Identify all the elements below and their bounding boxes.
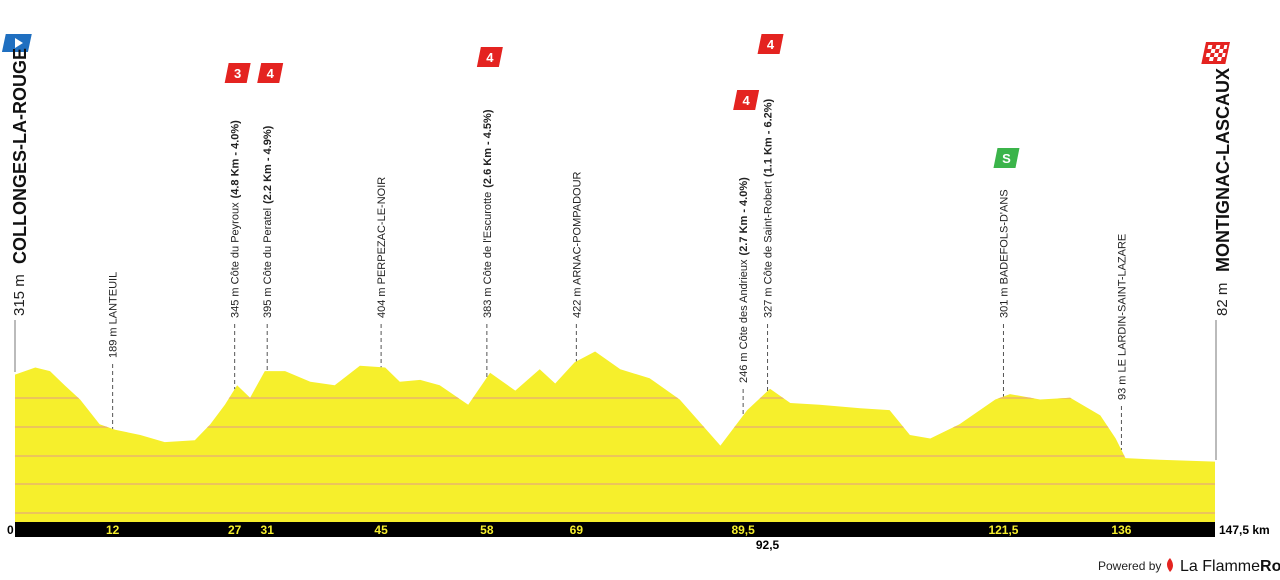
waypoint-name: 383 m Côte de l'Escurotte [482,192,494,318]
waypoint-label: 327 m Côte de Saint-Robert (1.1 Km - 6.2%… [763,98,775,318]
km-label: 69 [570,523,584,537]
km-label: 136 [1111,523,1131,537]
brand-logo [1167,558,1173,572]
km-label: 121,5 [988,523,1018,537]
km-label: 27 [228,523,242,537]
waypoint-name: 395 m Côte du Peratel [262,208,274,318]
start-elevation: 315 m [11,274,28,316]
badge [993,148,1020,168]
finish-flag [1201,42,1230,64]
waypoint-name: 404 m PERPEZAC-LE-NOIR [376,177,388,318]
km-label: 92,5 [756,538,780,552]
waypoint-label: 93 m LE LARDIN-SAINT-LAZARE [1116,234,1128,400]
waypoint-name: 345 m Côte du Peyroux [230,202,242,318]
waypoint-name: 189 m LANTEUIL [108,272,120,358]
km-label: 58 [480,523,494,537]
waypoint-name: 422 m ARNAC-POMPADOUR [571,171,583,318]
badge [224,63,251,83]
badge-label: S [1002,151,1011,166]
badge [733,90,760,110]
km-label: 12 [106,523,120,537]
km-bar [15,522,1215,537]
waypoint-label: 383 m Côte de l'Escurotte (2.6 Km - 4.5%) [482,109,494,318]
waypoint-label: 301 m BADEFOLS-D'ANS [998,189,1010,318]
badge-label: 4 [267,66,275,81]
km-label: 147,5 km [1219,523,1270,537]
waypoint-label: 395 m Côte du Peratel (2.2 Km - 4.9%) [262,125,274,318]
powered-by: Powered by [1098,559,1161,573]
waypoint-label: 189 m LANTEUIL [108,272,120,358]
waypoint-name: 327 m Côte de Saint-Robert [763,181,775,318]
start-flag-icon [15,38,23,48]
climb-detail: (4.8 Km - 4.0%) [230,120,242,199]
waypoint-label: 422 m ARNAC-POMPADOUR [571,171,583,318]
waypoint-label: 404 m PERPEZAC-LE-NOIR [376,177,388,318]
badge-label: 4 [743,93,751,108]
badge [476,47,503,67]
start-name: COLLONGES-LA-ROUGE [10,48,30,264]
waypoint-name: 246 m Côte des Andrieux [738,259,750,383]
climb-detail: (2.2 Km - 4.9%) [262,125,274,204]
waypoint-label: 345 m Côte du Peyroux (4.8 Km - 4.0%) [230,120,242,318]
waypoint-name: 301 m BADEFOLS-D'ANS [998,189,1010,318]
km-label: 89,5 [731,523,755,537]
waypoint-name: 93 m LE LARDIN-SAINT-LAZARE [1116,234,1128,400]
climb-detail: (2.6 Km - 4.5%) [482,109,494,188]
km-label: 45 [374,523,388,537]
elevation-area [15,351,1215,522]
km-label: 0 [7,523,14,537]
badge-label: 4 [486,50,494,65]
finish-elevation: 82 m [1214,283,1231,316]
km-label: 31 [261,523,275,537]
brand: La FlammeRouge [1180,558,1280,575]
finish-name: MONTIGNAC-LASCAUX [1213,68,1233,272]
brand-a: La Flamme [1180,558,1260,575]
brand-b: Rouge [1260,558,1280,575]
badge [257,63,284,83]
waypoint-label: 246 m Côte des Andrieux (2.7 Km - 4.0%) [738,177,750,383]
badge [757,34,784,54]
climb-detail: (2.7 Km - 4.0%) [738,177,750,256]
badge-label: 3 [234,66,241,81]
climb-detail: (1.1 Km - 6.2%) [763,98,775,177]
badge-label: 4 [767,37,775,52]
